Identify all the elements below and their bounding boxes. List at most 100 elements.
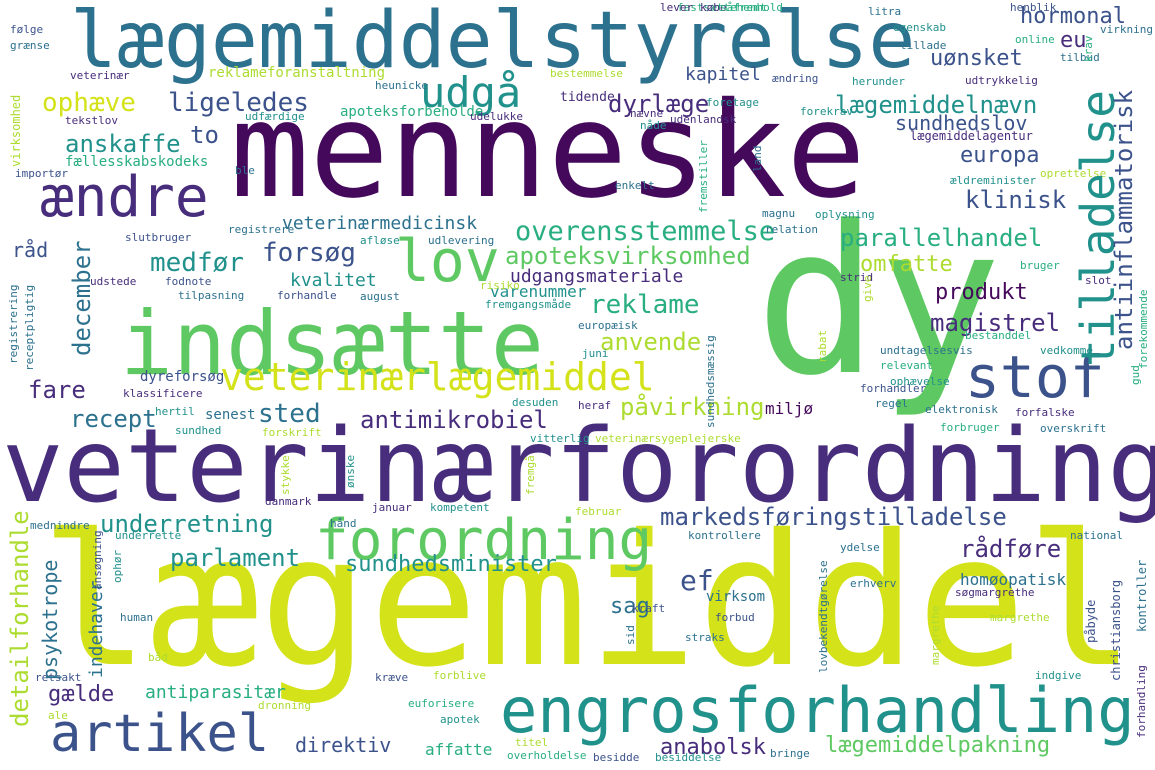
word-udgaa: udgå: [420, 68, 522, 117]
word-dy: dy: [755, 183, 1002, 421]
word-vitterlig: vitterlig: [530, 432, 590, 445]
word-egenskab: egenskab: [893, 21, 946, 34]
word-give: give: [861, 275, 874, 303]
word-fremstiller: fremstiller: [697, 140, 710, 213]
word-mednindre: mednindre: [30, 519, 90, 532]
word-foretage: foretage: [706, 96, 759, 109]
word-forskrift: forskrift: [262, 426, 322, 439]
word-europaeisk: europæisk: [578, 319, 638, 332]
word-udelukke: udelukke: [470, 110, 523, 123]
word-bestanddel: bestanddel: [965, 329, 1032, 342]
word-tilpasning: tilpasning: [178, 289, 245, 302]
word-indehaver: indehaver: [86, 580, 107, 678]
word-varenummer: varenummer: [490, 282, 587, 301]
word-registrering: registrering: [7, 284, 20, 364]
word-strid: strid: [840, 271, 874, 284]
word-stykke: stykke: [279, 455, 292, 495]
word-kapitel: kapitel: [685, 64, 761, 85]
word-hormonal: hormonal: [1020, 4, 1126, 29]
word-veterinaermedicinsk: veterinærmedicinsk: [282, 213, 478, 234]
word-december: december: [68, 240, 96, 356]
word-ansoegning: ansøgning: [91, 530, 104, 590]
word-detailforhandle: detailforhandle: [6, 510, 34, 727]
word-litra: litra: [868, 5, 902, 18]
word-sundhed: sundhed: [175, 424, 222, 437]
word-bestemmelse: bestemmelse: [550, 67, 623, 80]
word-naevne: nævne: [630, 107, 664, 120]
word-udtrykkelig: udtrykkelig: [965, 74, 1038, 87]
word-sundhedslov: sundhedslov: [895, 111, 1028, 135]
word-udstede: udstede: [90, 275, 137, 288]
word-titel: titel: [515, 736, 549, 749]
word-tillade: tillade: [900, 39, 947, 52]
word-relevant: relevant: [880, 359, 933, 372]
word-aeldreminister: ældreminister: [950, 174, 1037, 187]
word-straks: straks: [685, 631, 725, 644]
word-forekrav: forekrav: [800, 105, 853, 118]
word-oprettelse: oprettelse: [1040, 167, 1107, 180]
word-faellesskabskodeks: fællesskabskodeks: [65, 154, 209, 170]
word-apotek: apotek: [440, 713, 480, 726]
word-indsaette: indsætte: [120, 292, 544, 395]
word-parallelhandel: parallelhandel: [840, 224, 1043, 252]
word-engrosforhandling: engrosforhandling: [500, 674, 1135, 747]
word-antiparasitaer: antiparasitær: [145, 682, 286, 703]
word-afloese: afløse: [360, 234, 400, 247]
word-oplysning: oplysning: [815, 208, 875, 221]
word-anabolsk: anabolsk: [660, 735, 766, 760]
word-registrere: registrere: [228, 223, 295, 236]
word-risiko: risiko: [480, 279, 520, 292]
word-klinisk: klinisk: [965, 186, 1067, 214]
word-krav: krav: [1082, 35, 1095, 63]
word-recept: recept: [70, 405, 157, 433]
word-laeg: dronning: [258, 699, 311, 712]
word-fastsaettehenhold: fastsættehenhold: [677, 1, 783, 14]
word-sundhedsminister: sundhedsminister: [345, 552, 557, 577]
word-land: land: [751, 145, 764, 173]
word-tidende: tidende: [560, 90, 615, 105]
word-forbud: forbud: [715, 611, 755, 624]
word-parlament: parlament: [170, 544, 301, 572]
word-ef: ef: [680, 564, 714, 597]
word-slot: slot: [1085, 274, 1112, 287]
word-ophoer: båd: [148, 651, 168, 664]
word-forbruger: forbruger: [940, 421, 1000, 434]
word-sag: sag: [610, 594, 650, 619]
word-magnu: magnu: [762, 207, 796, 220]
word-rabat: rabat: [816, 329, 829, 363]
word-herunder: herunder: [852, 75, 905, 88]
word-anskaffe: anskaffe: [65, 130, 181, 158]
word-haand: hånd: [330, 517, 357, 530]
word-antimikrobiel: antimikrobiel: [360, 406, 548, 434]
word-overholdelse: overholdelse: [507, 749, 587, 762]
word-paabyde: påbyde: [1084, 599, 1098, 643]
word-uoensket: uønsket: [930, 46, 1023, 71]
word-elektronisk: elektronisk: [925, 403, 998, 416]
word-ophaevelse: ophævelse: [890, 375, 950, 388]
word-aendring: ændring: [772, 72, 819, 85]
word-fremgaa: fremgå: [524, 455, 537, 495]
word-online: online: [1015, 33, 1055, 46]
word-juni: juni: [582, 347, 609, 360]
word-udfaerdige: udfærdige: [245, 110, 305, 123]
word-senest: senest: [205, 407, 256, 423]
word-human: ophør: [111, 549, 124, 583]
word-laegemiddel: lægemiddel: [40, 495, 1136, 707]
word-laegemiddelpakning: lægemiddelpakning: [825, 733, 1051, 758]
word-miljoe: miljø: [765, 399, 814, 418]
word-besiddelse: besiddelse: [655, 751, 722, 764]
word-forekommende: forekommende: [1137, 289, 1150, 369]
word-paavirkning: påvirkning: [620, 393, 765, 421]
word-slutbruger: slutbruger: [125, 231, 192, 244]
word-foelge: følge: [10, 23, 44, 36]
word-magistrel: magistrel: [930, 309, 1061, 337]
word-produkt: produkt: [935, 280, 1028, 305]
word-fremgangsmaade: fremgangsmåde: [485, 298, 572, 311]
word-lov: lov: [395, 227, 500, 295]
word-national: national: [1070, 529, 1123, 542]
word-soegmargrethe: margrethe: [929, 605, 942, 665]
word-underrette: underrette: [115, 529, 182, 542]
word-lovbekendtgoerelse: lovbekendtgørelse: [817, 560, 830, 673]
word-baad: human: [120, 611, 154, 624]
